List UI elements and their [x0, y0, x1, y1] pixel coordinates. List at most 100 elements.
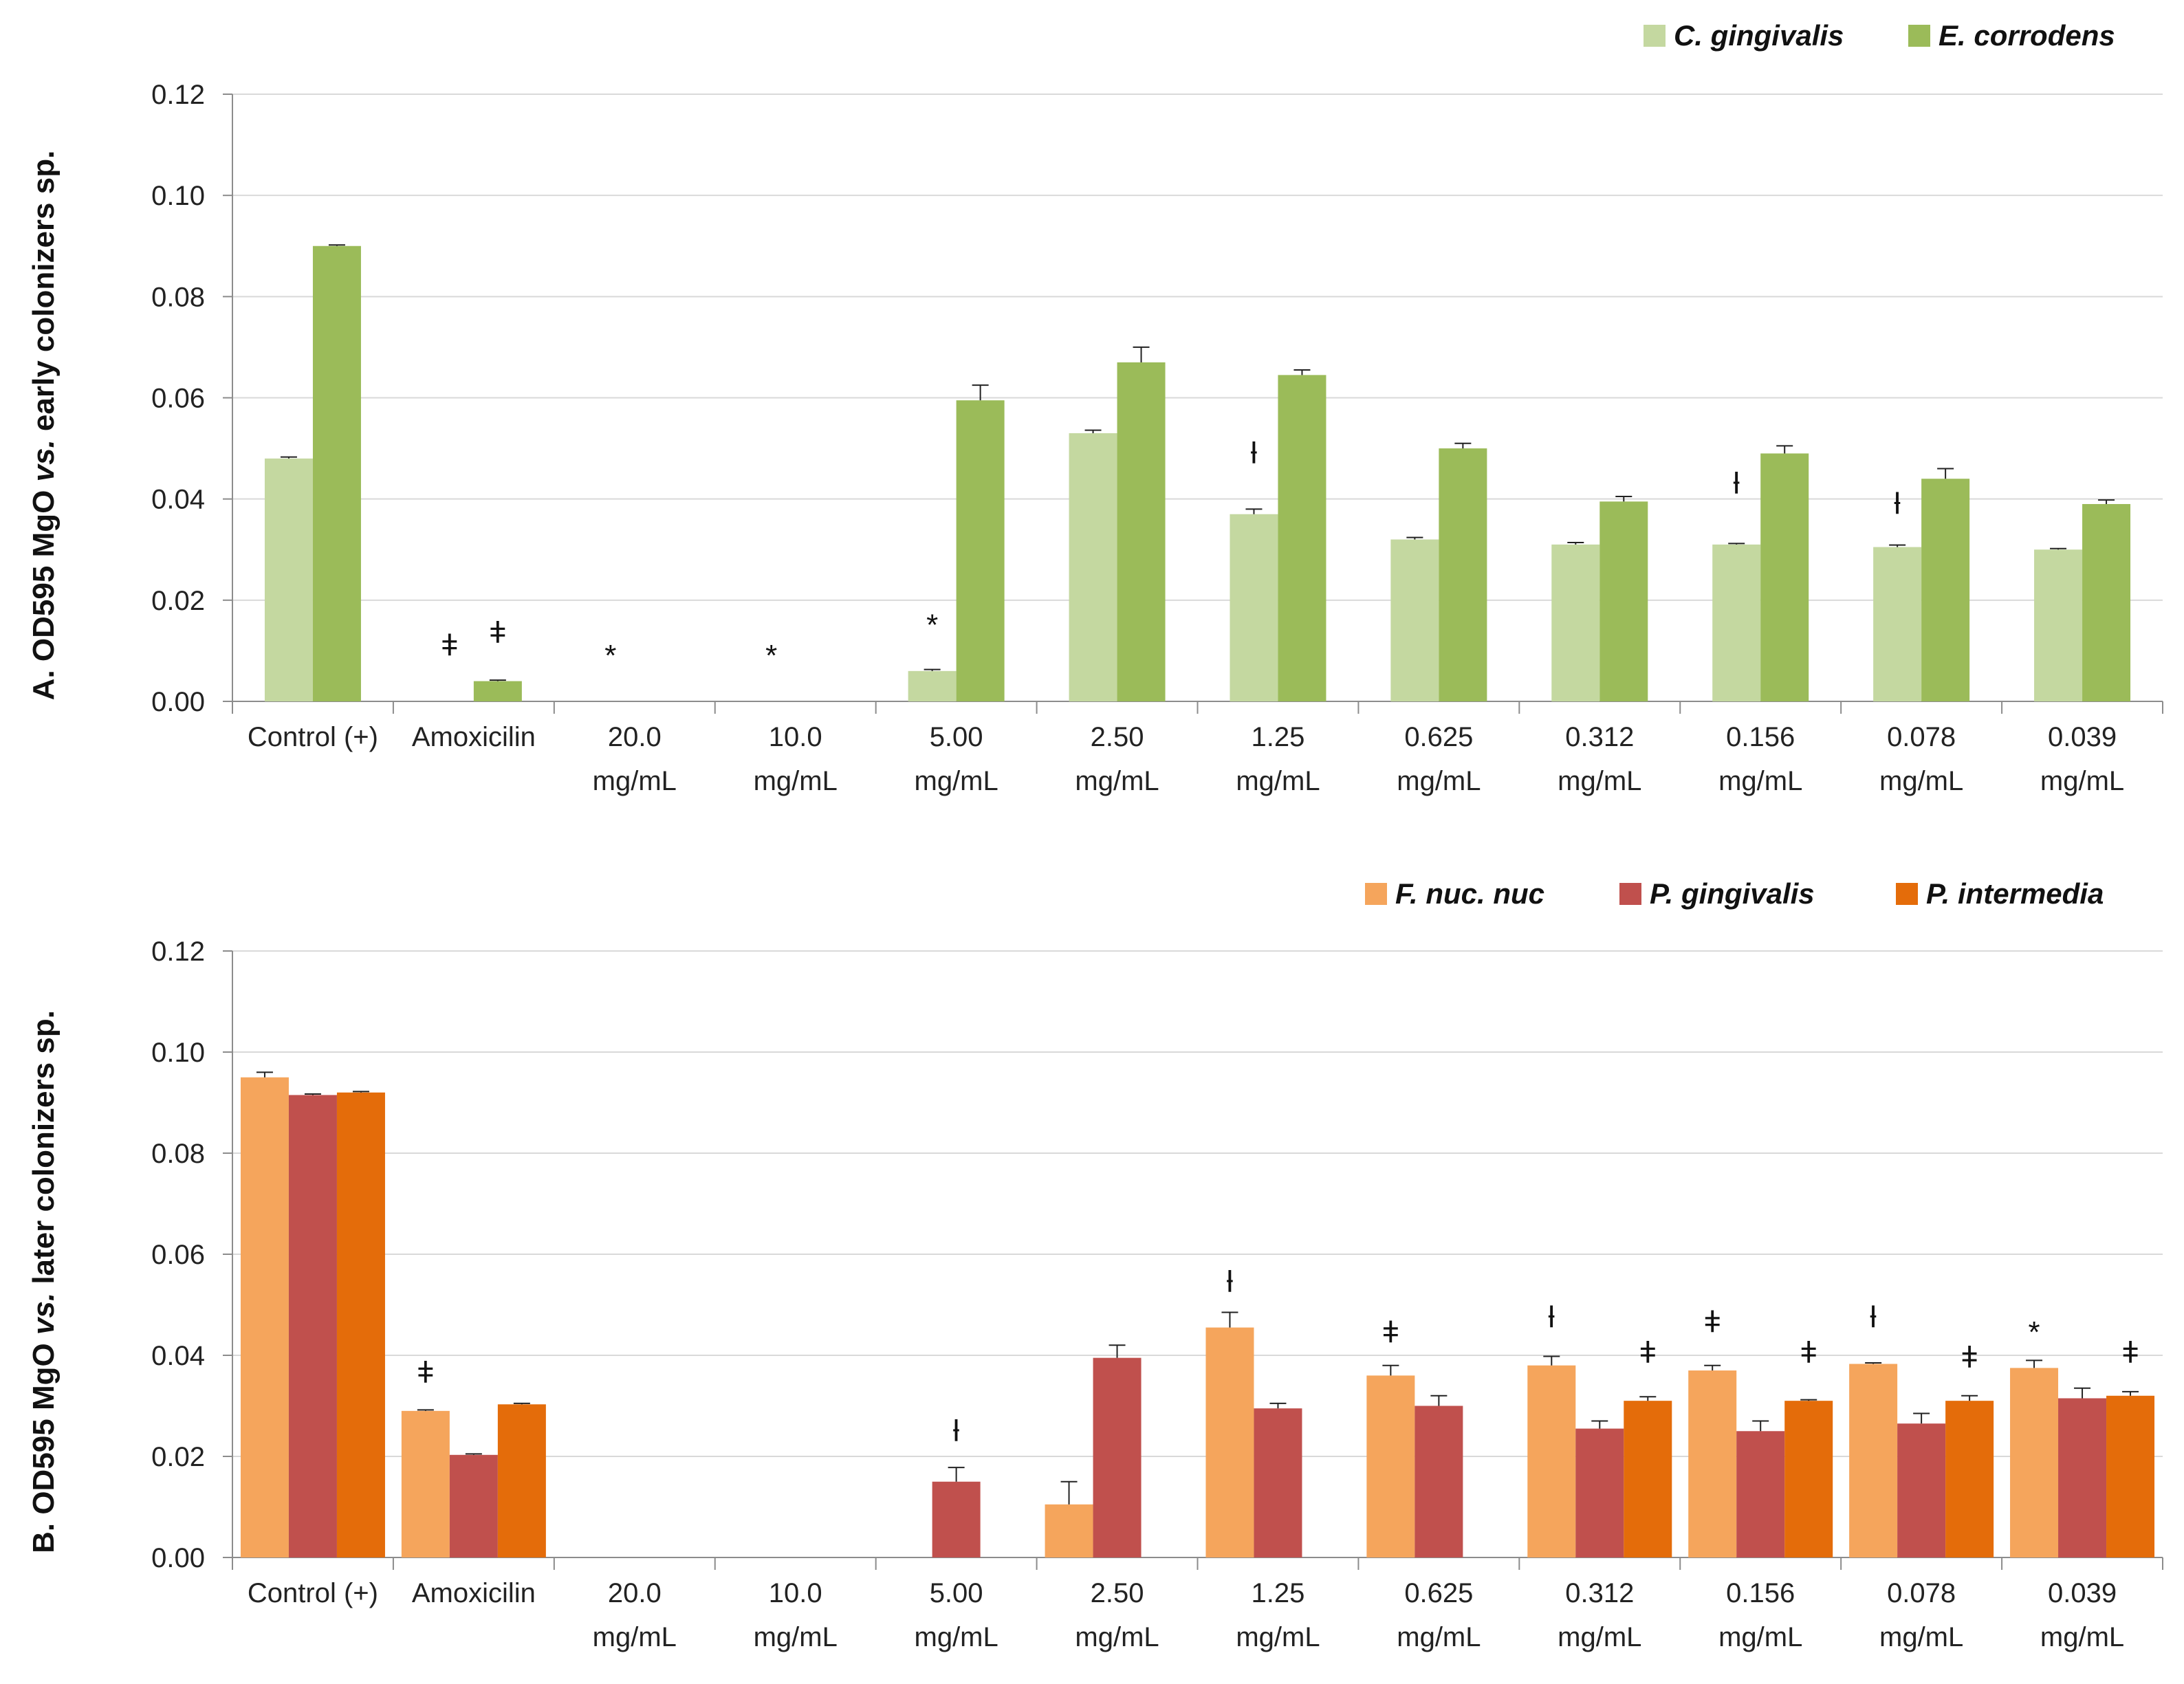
error-bar — [1543, 1355, 1560, 1366]
x-tick-label: Amoxicilin — [412, 1578, 536, 1608]
chart-panel-a: 0.00 0.02 0.04 0.06 0.08 0.10 0.12 Control (+) A… — [27, 19, 2163, 796]
bar — [1045, 1504, 1093, 1557]
bar — [908, 670, 957, 701]
bar — [1921, 479, 1970, 701]
significance-marker: ǂ — [417, 1356, 435, 1390]
significance-marker: ǂ — [441, 628, 459, 662]
bar — [1551, 544, 1600, 701]
significance-marker: ƚ — [1870, 1300, 1877, 1334]
error-bar — [1961, 1395, 1978, 1401]
bar — [1736, 1431, 1785, 1557]
x-tick-label: 0.078 mg/mL — [1879, 722, 1963, 796]
error-bar — [1728, 543, 1745, 545]
legend-item: F. nuc. nuc — [1365, 877, 1544, 910]
bar — [1897, 1423, 1946, 1557]
legend-item: E. corrodens — [1908, 19, 2115, 52]
significance-marker: ǂ — [489, 616, 507, 650]
error-bar — [1245, 508, 1263, 514]
error-bar — [1913, 1412, 1930, 1424]
x-tick-label: 0.039 mg/mL — [2040, 722, 2124, 796]
legend-swatch — [1644, 25, 1666, 47]
significance-marker: ƚ — [1251, 436, 1258, 470]
y-tick-label: 0.10 — [151, 181, 205, 211]
significance-marker: * — [604, 639, 616, 672]
significance-marker: * — [926, 609, 938, 642]
significance-marker: ǂ — [1703, 1305, 1721, 1339]
error-bar — [1406, 536, 1423, 540]
error-bar — [1639, 1396, 1657, 1401]
y-tick-label: 0.10 — [151, 1038, 205, 1068]
x-tick-label: 0.078 mg/mL — [1879, 1578, 1963, 1652]
error-bar — [513, 1402, 530, 1405]
bar — [240, 1077, 289, 1557]
error-bar — [1800, 1399, 1817, 1401]
significance-marker: ǂ — [1961, 1341, 1978, 1375]
bar — [1527, 1365, 1576, 1557]
bar — [1390, 539, 1439, 701]
legend-item: P. intermedia — [1896, 877, 2104, 910]
error-bar — [489, 679, 506, 681]
x-tick-label: 5.00 mg/mL — [915, 1578, 998, 1652]
x-tick-label: 5.00 mg/mL — [915, 722, 998, 796]
bar — [1599, 501, 1648, 701]
significance-marker: * — [765, 639, 777, 672]
error-bar — [1615, 495, 1632, 502]
bar — [1415, 1406, 1463, 1557]
y-tick-label: 0.00 — [151, 687, 205, 717]
bar — [1873, 547, 1922, 701]
error-bar — [1567, 541, 1584, 545]
x-tick-label: 0.312 mg/mL — [1558, 722, 1641, 796]
error-bar — [2098, 499, 2115, 505]
error-bar — [1776, 445, 1793, 454]
error-bar — [2122, 1390, 2139, 1396]
bar — [497, 1404, 546, 1557]
bar — [1760, 453, 1809, 701]
significance-marker: ǂ — [1382, 1315, 1400, 1349]
bar — [1366, 1375, 1415, 1557]
error-bar — [1865, 1362, 1882, 1364]
error-bar — [1889, 544, 1906, 547]
error-bar — [1084, 429, 1102, 434]
legend-item: P. gingivalis — [1619, 877, 1815, 910]
bar — [264, 458, 313, 701]
bar — [1439, 448, 1487, 701]
bar — [1254, 1408, 1302, 1557]
bar — [1278, 375, 1326, 701]
bar — [2010, 1368, 2059, 1557]
error-bar — [1752, 1420, 1769, 1432]
significance-marker: * — [2028, 1315, 2040, 1349]
bar — [956, 400, 1005, 701]
error-bar — [1704, 1364, 1721, 1371]
y-tick-label: 0.04 — [151, 485, 205, 515]
x-tick-label: 10.0 mg/mL — [754, 722, 838, 796]
legend-swatch — [1365, 883, 1387, 905]
significance-marker: ƚ — [1548, 1300, 1555, 1334]
x-tick-label: Control (+) — [248, 1578, 378, 1608]
legend-label: E. corrodens — [1939, 19, 2115, 52]
x-tick-label: 0.312 mg/mL — [1558, 1578, 1641, 1652]
y-tick-label: 0.12 — [151, 80, 205, 110]
bar — [1575, 1428, 1624, 1557]
bar — [288, 1095, 337, 1557]
bar — [312, 245, 361, 701]
x-tick-label: 0.625 mg/mL — [1397, 722, 1481, 796]
bar — [2034, 549, 2083, 701]
x-tick-label: 0.156 mg/mL — [1718, 722, 1802, 796]
legend-label: P. intermedia — [1926, 877, 2104, 910]
error-bar — [972, 384, 989, 401]
chart-panel-b: 0.00 0.02 0.04 0.06 0.08 0.10 0.12 Control (+) A… — [27, 877, 2163, 1652]
bar — [2106, 1395, 2155, 1557]
error-bar — [1269, 1402, 1287, 1409]
bar — [1117, 362, 1166, 701]
error-bar — [2026, 1359, 2043, 1368]
x-tick-label: 1.25 mg/mL — [1236, 1578, 1320, 1652]
bar — [1849, 1364, 1898, 1557]
error-bar — [352, 1091, 369, 1093]
bar — [1624, 1401, 1672, 1557]
y-tick-label: 0.00 — [151, 1543, 205, 1573]
significance-marker: ƚ — [1894, 487, 1901, 521]
significance-marker: ǂ — [2121, 1335, 2139, 1369]
y-tick-label: 0.02 — [151, 1442, 205, 1472]
error-bar — [1293, 369, 1311, 375]
